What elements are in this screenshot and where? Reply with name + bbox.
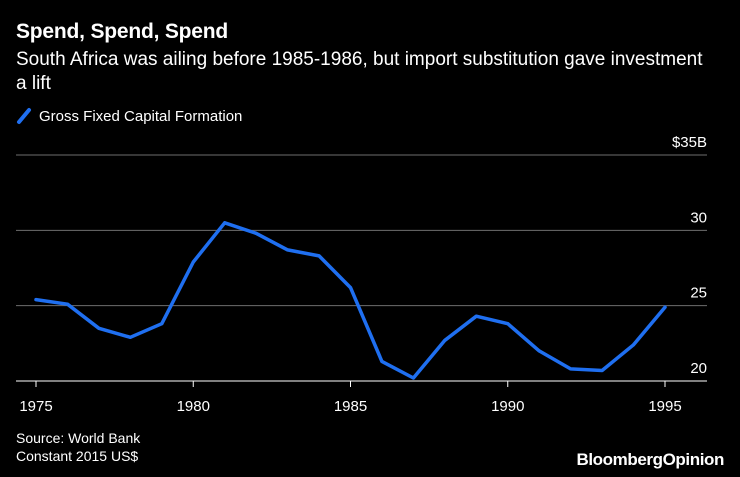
data-point-1987 [411,376,415,380]
data-point-1981 [223,221,227,225]
data-point-1993 [600,368,604,372]
chart-title: Spend, Spend, Spend [16,20,229,43]
series-line-0 [34,221,667,380]
y-tick-label-20: 20 [690,360,707,377]
data-point-1989 [474,314,478,318]
data-point-1992 [569,367,573,371]
grid-lines [16,154,707,307]
data-point-1976 [65,302,69,306]
brand-logo-part1: Bloomberg [576,450,663,469]
x-tick-label-1995: 1995 [648,398,681,415]
footer: Source: World Bank Constant 2015 US$ [16,429,140,465]
data-point-1978 [128,335,132,339]
chart-subtitle: South Africa was ailing before 1985-1986… [16,49,703,94]
x-tick-label-1980: 1980 [177,398,210,415]
data-point-1988 [443,338,447,342]
x-tick-label-1975: 1975 [19,398,52,415]
data-point-1979 [160,322,164,326]
data-point-1984 [317,254,321,258]
data-point-1986 [380,359,384,363]
data-point-1982 [254,231,258,235]
data-point-1975 [34,298,38,302]
y-tick-label-25: 25 [690,285,707,302]
data-point-1990 [506,322,510,326]
data-point-1994 [632,343,636,347]
data-point-1980 [191,260,195,264]
legend: Gross Fixed Capital Formation [16,107,242,125]
data-point-1991 [537,349,541,353]
data-point-1995 [663,305,667,309]
x-tick-label-1985: 1985 [334,398,367,415]
y-tick-label-30: 30 [690,209,707,226]
legend-label: Gross Fixed Capital Formation [39,107,243,125]
x-tick-label-1990: 1990 [491,398,524,415]
y-tick-label-35: $35B [672,134,707,151]
brand-logo-part2: Opinion [662,450,725,469]
series [34,221,667,380]
axes [16,380,707,387]
brand-logo: BloombergOpinion [576,450,724,470]
data-point-1983 [286,248,290,252]
source-note: Source: World Bank [16,430,141,446]
units-note: Constant 2015 US$ [16,448,139,464]
legend-swatch-icon [17,108,31,124]
data-point-1977 [97,326,101,330]
tick-labels: 20 25 30 $35B 1975 1980 1985 1990 1995 [19,134,707,415]
data-point-1985 [349,286,352,290]
